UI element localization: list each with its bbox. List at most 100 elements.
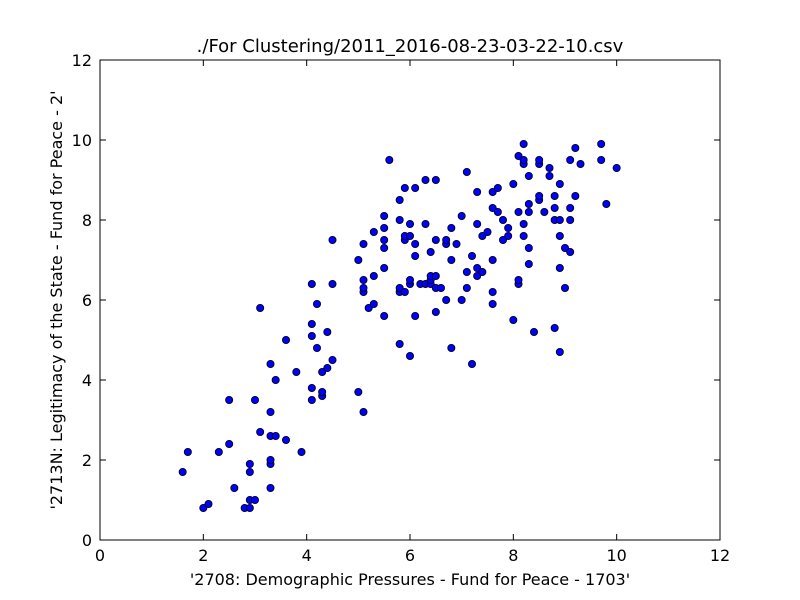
data-point — [307, 383, 316, 392]
data-point — [266, 359, 275, 368]
data-point — [369, 271, 378, 280]
data-point — [266, 407, 275, 416]
data-point — [452, 239, 461, 248]
data-point — [488, 187, 497, 196]
data-point — [256, 427, 265, 436]
data-point — [571, 143, 580, 152]
data-point — [421, 219, 430, 228]
data-point — [488, 299, 497, 308]
data-point — [498, 215, 507, 224]
data-point — [183, 447, 192, 456]
data-point — [354, 387, 363, 396]
data-point — [493, 207, 502, 216]
data-point — [524, 199, 533, 208]
data-point — [555, 179, 564, 188]
x-tick-label: 8 — [508, 546, 518, 565]
data-point — [555, 231, 564, 240]
data-point — [426, 247, 435, 256]
data-point — [478, 231, 487, 240]
x-tick-label: 10 — [606, 546, 626, 565]
data-point — [318, 387, 327, 396]
data-point — [555, 263, 564, 272]
data-point — [214, 447, 223, 456]
data-point — [307, 319, 316, 328]
x-tick-label: 2 — [198, 546, 208, 565]
data-point — [312, 343, 321, 352]
data-point — [405, 275, 414, 284]
data-point — [431, 307, 440, 316]
data-point — [561, 283, 570, 292]
data-point — [431, 235, 440, 244]
data-point — [524, 243, 533, 252]
data-point — [545, 171, 554, 180]
data-point — [380, 311, 389, 320]
data-point — [519, 231, 528, 240]
x-axis-label: '2708: Demographic Pressures - Fund for … — [190, 570, 630, 589]
data-point — [457, 295, 466, 304]
data-point — [509, 179, 518, 188]
data-point — [493, 183, 502, 192]
data-point — [405, 219, 414, 228]
data-point — [571, 191, 580, 200]
y-axis-label: '2713N: Legitimacy of the State - Fund f… — [47, 90, 66, 509]
y-tick-label: 2 — [82, 451, 92, 470]
data-point — [323, 327, 332, 336]
data-point — [519, 155, 528, 164]
data-point — [199, 503, 208, 512]
data-point — [230, 483, 239, 492]
data-point — [524, 259, 533, 268]
data-point — [421, 175, 430, 184]
data-point — [178, 467, 187, 476]
data-point — [473, 271, 482, 280]
data-point — [431, 271, 440, 280]
x-tick-label: 6 — [405, 546, 415, 565]
data-point — [380, 243, 389, 252]
data-point — [524, 171, 533, 180]
data-point — [514, 275, 523, 284]
data-point — [271, 431, 280, 440]
data-point — [281, 435, 290, 444]
data-point — [395, 195, 404, 204]
data-point — [442, 295, 451, 304]
data-point — [467, 251, 476, 260]
data-point — [225, 395, 234, 404]
data-point — [509, 315, 518, 324]
x-tick-label: 0 — [95, 546, 105, 565]
x-tick-label: 12 — [710, 546, 730, 565]
data-point — [566, 155, 575, 164]
data-point — [411, 251, 420, 260]
y-tick-label: 12 — [72, 51, 92, 70]
data-point — [281, 335, 290, 344]
data-point — [395, 283, 404, 292]
data-point — [447, 343, 456, 352]
data-point — [369, 299, 378, 308]
data-point — [328, 235, 337, 244]
data-point — [328, 355, 337, 364]
y-tick-label: 4 — [82, 371, 92, 390]
data-point — [555, 347, 564, 356]
data-point — [250, 495, 259, 504]
data-point — [535, 155, 544, 164]
data-point — [297, 447, 306, 456]
chart-title: ./For Clustering/2011_2016-08-23-03-22-1… — [197, 36, 624, 57]
data-point — [411, 239, 420, 248]
data-point — [250, 395, 259, 404]
data-point — [473, 263, 482, 272]
data-point — [380, 211, 389, 220]
data-point — [566, 215, 575, 224]
data-point — [400, 183, 409, 192]
data-point — [354, 255, 363, 264]
data-point — [478, 267, 487, 276]
data-point — [359, 275, 368, 284]
axis-ticks: 0 2 4 6 8 10 12 0 2 4 6 8 10 12 — [72, 51, 731, 565]
data-point — [514, 207, 523, 216]
data-point — [524, 207, 533, 216]
data-point — [405, 231, 414, 240]
data-point — [323, 363, 332, 372]
data-point — [369, 227, 378, 236]
data-point — [442, 235, 451, 244]
data-point — [566, 247, 575, 256]
data-point — [245, 503, 254, 512]
